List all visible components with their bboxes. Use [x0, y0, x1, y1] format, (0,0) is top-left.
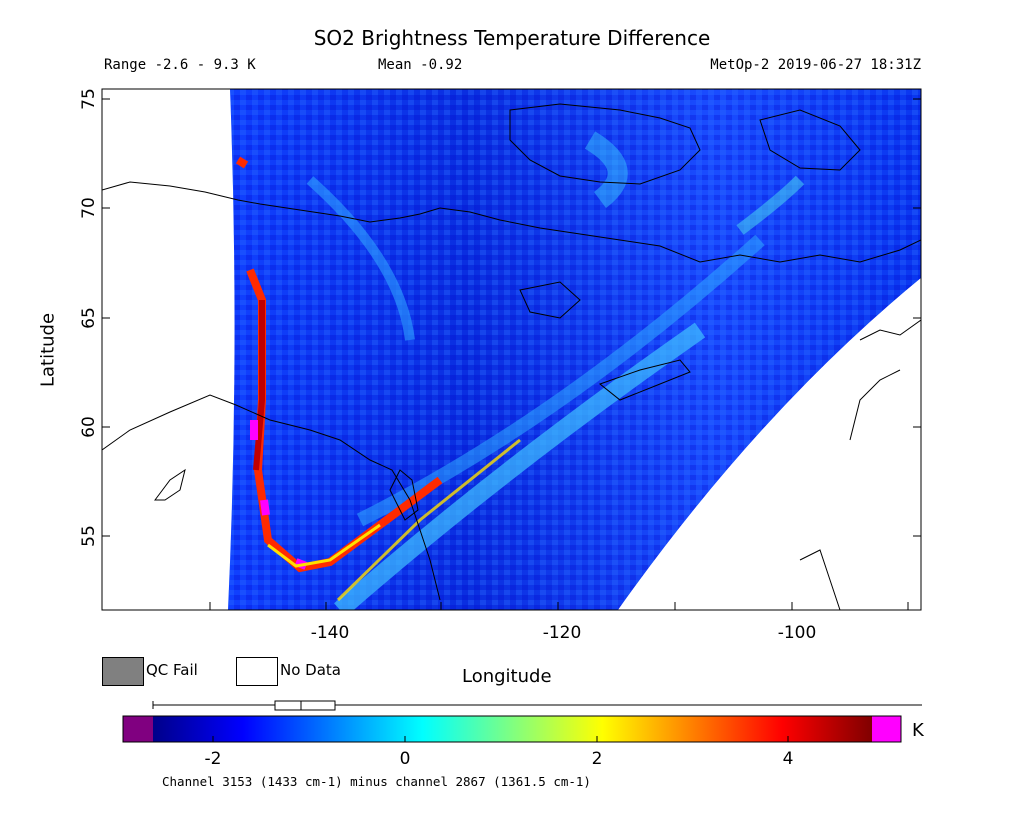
colorbar-below: [123, 716, 153, 742]
colorbar-units: K: [912, 720, 924, 741]
qc-fail-swatch: [102, 657, 144, 686]
no-data-label: No Data: [280, 661, 341, 679]
colorbar-gradient: [153, 716, 872, 742]
channel-footnote: Channel 3153 (1433 cm-1) minus channel 2…: [162, 774, 591, 789]
cb-tick-0: 0: [400, 749, 411, 769]
x-axis-label: Longitude: [462, 666, 552, 687]
lat-tick-55: 55: [79, 525, 99, 547]
cb-tick-4: 4: [783, 749, 794, 769]
range-text: Range -2.6 - 9.3 K: [104, 57, 256, 73]
colorbar-above: [872, 716, 901, 742]
lat-tick-60: 60: [79, 416, 99, 438]
no-data-region: [618, 278, 921, 610]
colorbar: -2 0 2 4: [122, 715, 902, 769]
cb-tick-neg2: -2: [205, 749, 222, 769]
satellite-time-text: MetOp-2 2019-06-27 18:31Z: [710, 57, 921, 73]
longitude-axis: [209, 602, 909, 610]
mean-text: Mean -0.92: [378, 57, 463, 73]
cb-tick-2: 2: [592, 749, 603, 769]
lat-tick-65: 65: [79, 307, 99, 329]
no-data-swatch: [236, 657, 278, 686]
map-panel: [102, 89, 921, 610]
range-indicator: [152, 700, 922, 711]
lon-tick-140: -140: [311, 623, 350, 643]
lat-tick-70: 70: [79, 197, 99, 219]
qc-fail-label: QC Fail: [146, 661, 198, 679]
lon-tick-100: -100: [778, 623, 817, 643]
map-title: SO2 Brightness Temperature Difference: [313, 26, 711, 50]
latitude-axis: [102, 98, 921, 537]
lat-tick-75: 75: [79, 88, 99, 110]
lon-tick-120: -120: [543, 623, 582, 643]
